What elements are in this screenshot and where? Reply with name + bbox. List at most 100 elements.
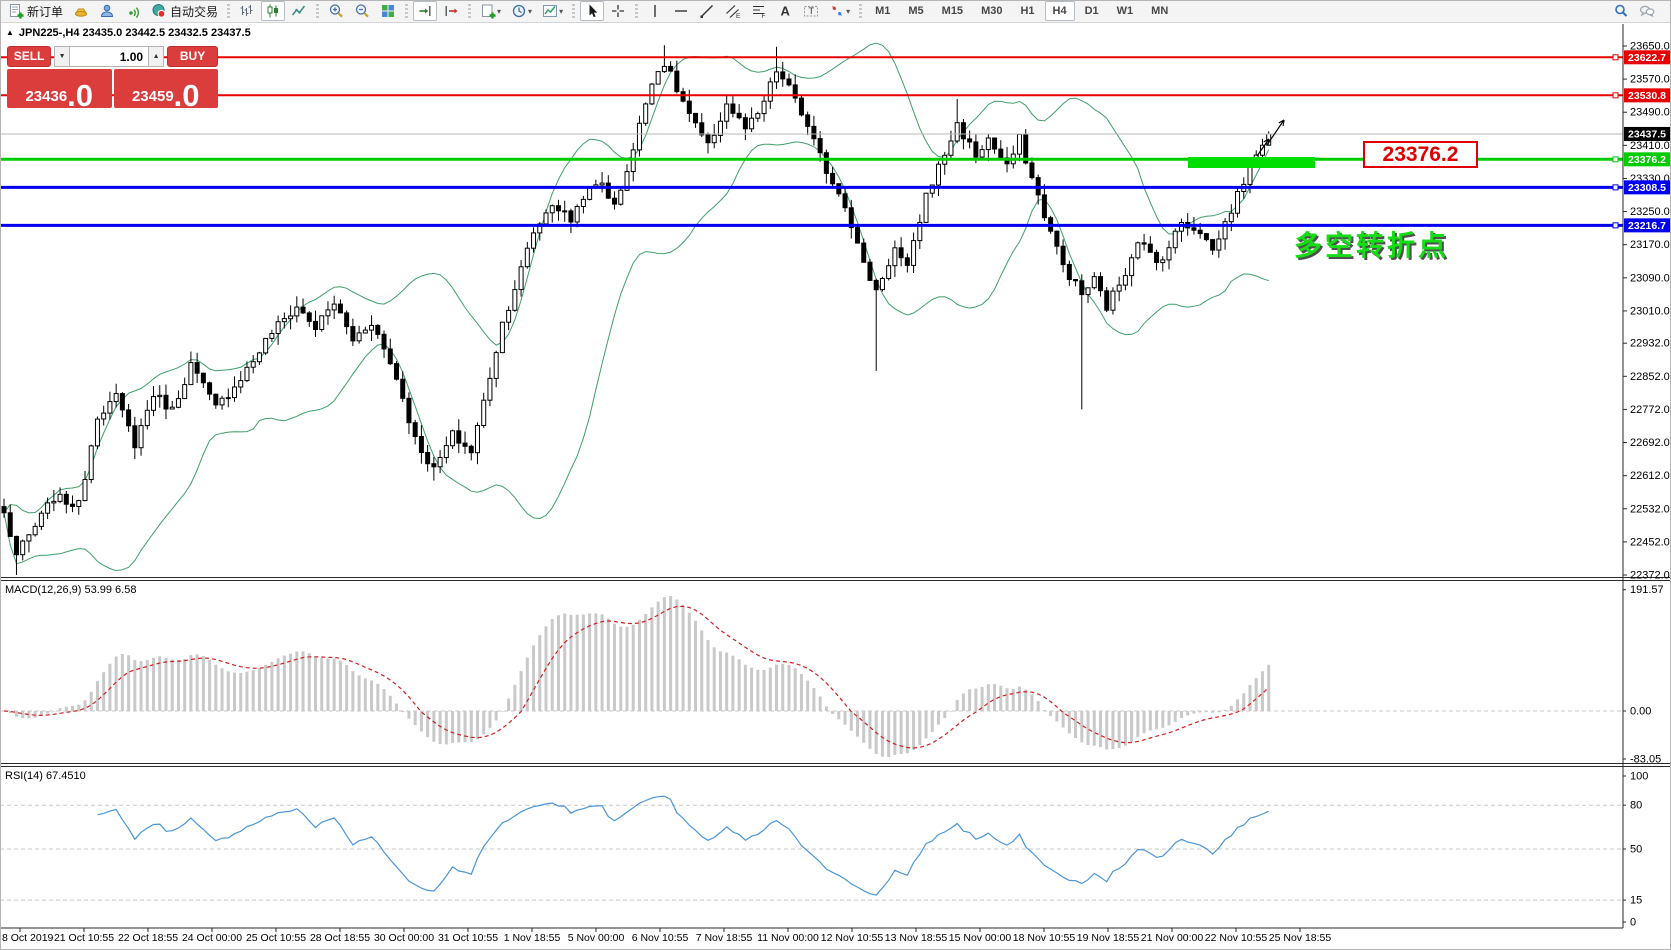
arrows-button[interactable]: ▾ <box>825 1 854 21</box>
zoom-in-button[interactable] <box>324 1 348 21</box>
buy-button[interactable]: BUY <box>167 46 218 67</box>
price-tick-label: 23650.0 <box>1630 41 1670 53</box>
chat-button[interactable] <box>1635 1 1659 21</box>
date-label: 25 Oct 10:55 <box>246 932 306 944</box>
arrow-annotation[interactable] <box>1266 119 1285 146</box>
chart-shift-button[interactable] <box>439 1 463 21</box>
trendline-button[interactable] <box>695 1 719 21</box>
bar-chart-icon <box>239 3 255 19</box>
text-label-icon: T <box>803 3 819 19</box>
turning-point-annotation[interactable]: 多空转折点 <box>1294 230 1450 261</box>
auto-scroll-button[interactable] <box>413 1 438 21</box>
line-chart-button[interactable] <box>287 1 311 21</box>
price-tick-label: 23570.0 <box>1630 74 1670 86</box>
period-icon <box>511 3 527 19</box>
timeframe-label: D1 <box>1084 5 1099 17</box>
crosshair-button[interactable] <box>606 1 630 21</box>
collapse-panel-icon[interactable]: ▲ <box>6 28 14 37</box>
equidistant-channel-button[interactable]: E <box>721 1 745 21</box>
timeframe-m1-button[interactable]: M1 <box>867 1 898 21</box>
date-label: 15 Nov 00:00 <box>949 932 1012 944</box>
rsi-axis-label: 50 <box>1630 844 1642 856</box>
candlestick-icon <box>265 3 281 19</box>
tile-windows-icon <box>380 3 396 19</box>
volume-stepper: ▼ ▲ <box>54 46 165 67</box>
period-button[interactable]: ▾ <box>507 1 536 21</box>
svg-text:T: T <box>809 6 815 16</box>
price-level-textbox[interactable]: 23376.2 <box>1363 141 1478 168</box>
toolbar-grip[interactable] <box>635 3 639 19</box>
date-label: 21 Oct 10:55 <box>54 932 114 944</box>
date-label: 11 Nov 00:00 <box>757 932 819 944</box>
resistance-line-2-handle[interactable] <box>1612 92 1619 99</box>
toolbar-grip[interactable] <box>572 3 576 19</box>
bollinger-bands <box>3 42 1270 572</box>
tile-windows-button[interactable] <box>376 1 400 21</box>
date-label: 12 Nov 10:55 <box>821 932 884 944</box>
candlesticks <box>1 45 1272 575</box>
price-tick-label: 23490.0 <box>1630 107 1670 119</box>
timeframe-m30-button[interactable]: M30 <box>973 1 1010 21</box>
timeframe-label: MN <box>1151 5 1169 17</box>
timeframe-mn-button[interactable]: MN <box>1143 1 1176 21</box>
toolbar-grip[interactable] <box>316 3 320 19</box>
new-template-button[interactable]: ▾ <box>476 1 505 21</box>
indicators-button[interactable]: ▾ <box>538 1 567 21</box>
new-order-button[interactable]: 新订单 <box>4 1 67 21</box>
dropdown-arrow-icon[interactable]: ▾ <box>559 6 564 16</box>
toolbar-grip[interactable] <box>227 3 231 19</box>
date-label: 22 Nov 10:55 <box>1205 932 1268 944</box>
toolbar-grip[interactable] <box>405 3 409 19</box>
timeframe-label: H1 <box>1020 5 1035 17</box>
toolbar-grip[interactable] <box>468 3 472 19</box>
timeframe-m5-button[interactable]: M5 <box>900 1 931 21</box>
date-label: 19 Nov 18:55 <box>1077 932 1140 944</box>
dropdown-arrow-icon[interactable]: ▾ <box>497 6 502 16</box>
cursor-button[interactable] <box>580 1 605 21</box>
svg-text:23308.5: 23308.5 <box>1628 182 1666 194</box>
bar-chart-button[interactable] <box>235 1 259 21</box>
timeframe-d1-button[interactable]: D1 <box>1077 1 1107 21</box>
price-badge: 23376.2 <box>1624 152 1671 167</box>
auto-scroll-icon <box>417 3 433 19</box>
toolbar-right <box>1608 1 1660 21</box>
buy-price[interactable]: 23459.0 <box>113 69 218 111</box>
signal-button[interactable] <box>121 1 145 21</box>
price-tick-label: 22452.0 <box>1630 536 1670 548</box>
sell-button[interactable]: SELL <box>7 46 52 67</box>
candlestick-button[interactable] <box>261 1 286 21</box>
fibonacci-button[interactable]: F <box>747 1 771 21</box>
horizontal-line-button[interactable] <box>669 1 693 21</box>
timeframe-h1-button[interactable]: H1 <box>1012 1 1042 21</box>
timeframe-m15-button[interactable]: M15 <box>934 1 971 21</box>
support-line-2-handle[interactable] <box>1612 222 1619 229</box>
timeframe-h4-button[interactable]: H4 <box>1044 1 1075 21</box>
highlight-rectangle[interactable] <box>1188 157 1315 168</box>
vertical-line-button[interactable] <box>643 1 667 21</box>
timeframe-w1-button[interactable]: W1 <box>1109 1 1142 21</box>
sell-price[interactable]: 23436.0 <box>7 69 112 111</box>
new-template-icon <box>480 3 496 19</box>
date-label: 5 Nov 00:00 <box>568 932 625 944</box>
volume-increase-button[interactable]: ▲ <box>148 46 165 67</box>
resistance-line-1-handle[interactable] <box>1612 54 1619 61</box>
profile-button[interactable] <box>95 1 119 21</box>
rsi-axis-label: 0 <box>1630 917 1636 929</box>
zoom-out-button[interactable] <box>350 1 374 21</box>
pivot-line-handle[interactable] <box>1612 156 1619 163</box>
volume-input[interactable] <box>70 46 149 67</box>
price-badge: 23216.7 <box>1624 218 1671 233</box>
svg-text:F: F <box>762 13 766 19</box>
text-label-button[interactable]: T <box>799 1 823 21</box>
search-button[interactable] <box>1609 1 1633 21</box>
toolbar-grip[interactable] <box>859 3 863 19</box>
support-line-1-handle[interactable] <box>1612 184 1619 191</box>
dropdown-arrow-icon[interactable]: ▾ <box>528 6 533 16</box>
text-button[interactable]: A <box>773 1 797 21</box>
auto-trading-button[interactable]: 自动交易 <box>147 1 222 21</box>
market-watch-button[interactable] <box>69 1 93 21</box>
dropdown-arrow-icon[interactable]: ▾ <box>846 6 851 16</box>
price-tick-label: 22772.0 <box>1630 404 1670 416</box>
volume-decrease-button[interactable]: ▼ <box>54 46 71 67</box>
